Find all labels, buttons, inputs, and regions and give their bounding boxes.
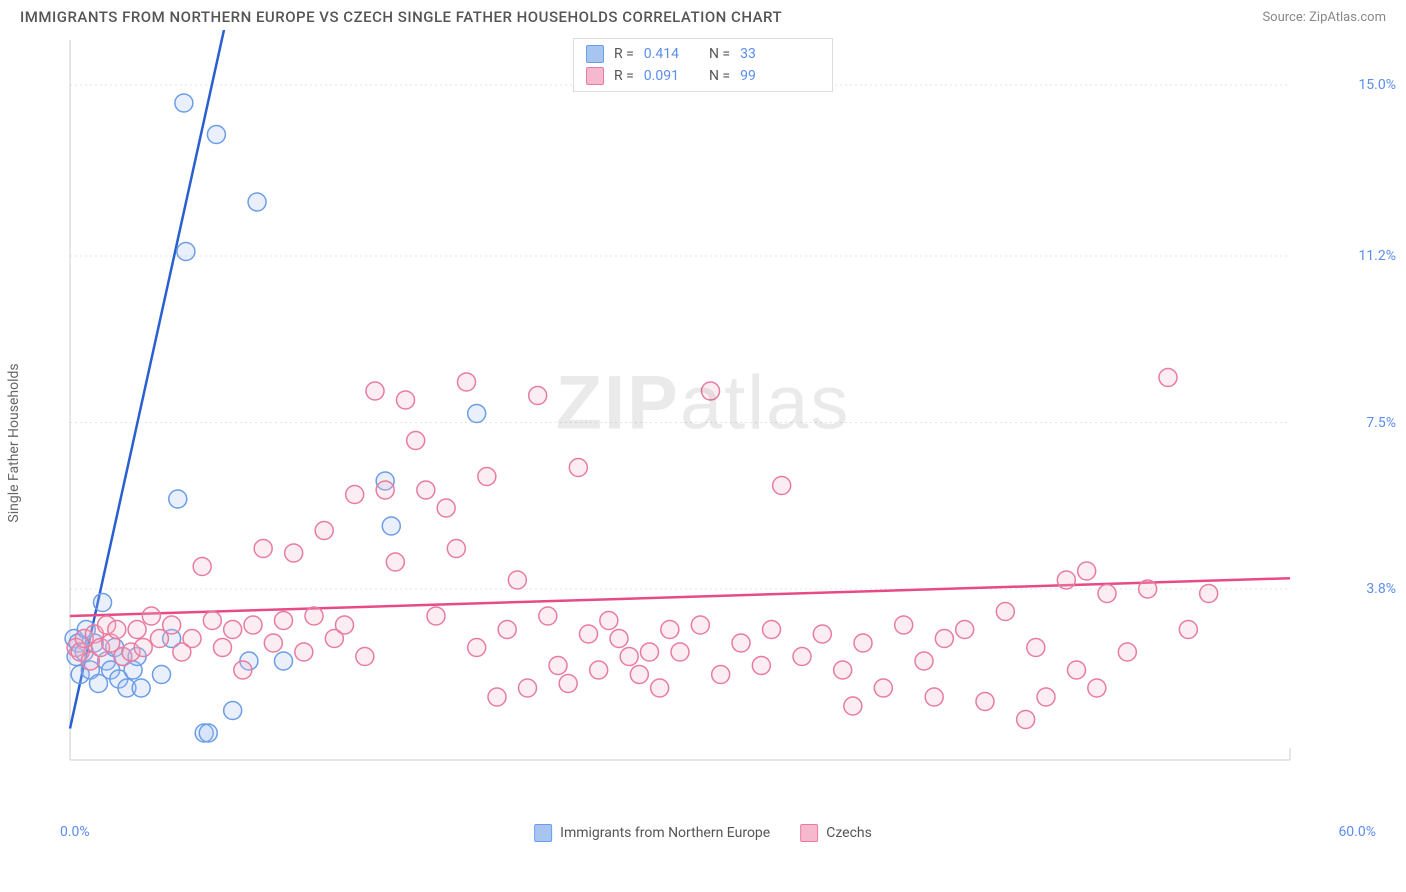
chart-header: IMMIGRANTS FROM NORTHERN EUROPE VS CZECH… (0, 0, 1406, 30)
scatter-plot (50, 30, 1350, 800)
x-axis-max-label: 60.0% (1338, 824, 1376, 840)
legend-r-label: R = (614, 68, 634, 84)
x-legend-item: Czechs (800, 824, 872, 842)
y-tick-label: 11.2% (1358, 248, 1396, 264)
y-tick-label: 7.5% (1366, 415, 1396, 431)
x-legend-item: Immigrants from Northern Europe (534, 824, 770, 842)
legend-r-value: 0.414 (644, 46, 679, 62)
source-label: Source: (1262, 10, 1305, 25)
legend-swatch (586, 67, 604, 85)
legend-n-value: 33 (740, 46, 756, 62)
source-link[interactable]: ZipAtlas.com (1309, 10, 1386, 25)
x-legend-label: Czechs (826, 825, 872, 841)
chart-container: Single Father Households ZIPatlas 3.8%7.… (0, 30, 1406, 840)
source-attribution: Source: ZipAtlas.com (1262, 10, 1386, 25)
x-axis-min-label: 0.0% (60, 824, 90, 840)
legend-swatch (586, 45, 604, 63)
y-tick-label: 15.0% (1358, 77, 1396, 93)
legend-swatch (534, 824, 552, 842)
legend-n-label: N = (709, 46, 730, 62)
legend-n-label: N = (709, 68, 730, 84)
y-tick-label: 3.8% (1366, 581, 1396, 597)
chart-title: IMMIGRANTS FROM NORTHERN EUROPE VS CZECH… (20, 8, 782, 26)
legend-row: R = 0.414 N = 33 (586, 43, 820, 65)
correlation-legend-box: R = 0.414 N = 33 R = 0.091 N = 99 (573, 38, 833, 92)
legend-r-label: R = (614, 46, 634, 62)
legend-n-value: 99 (740, 68, 756, 84)
legend-row: R = 0.091 N = 99 (586, 65, 820, 87)
y-axis-label: Single Father Households (6, 363, 22, 522)
legend-r-value: 0.091 (644, 68, 679, 84)
x-axis-legend: Immigrants from Northern Europe Czechs (534, 824, 872, 842)
legend-swatch (800, 824, 818, 842)
x-legend-label: Immigrants from Northern Europe (560, 825, 770, 841)
